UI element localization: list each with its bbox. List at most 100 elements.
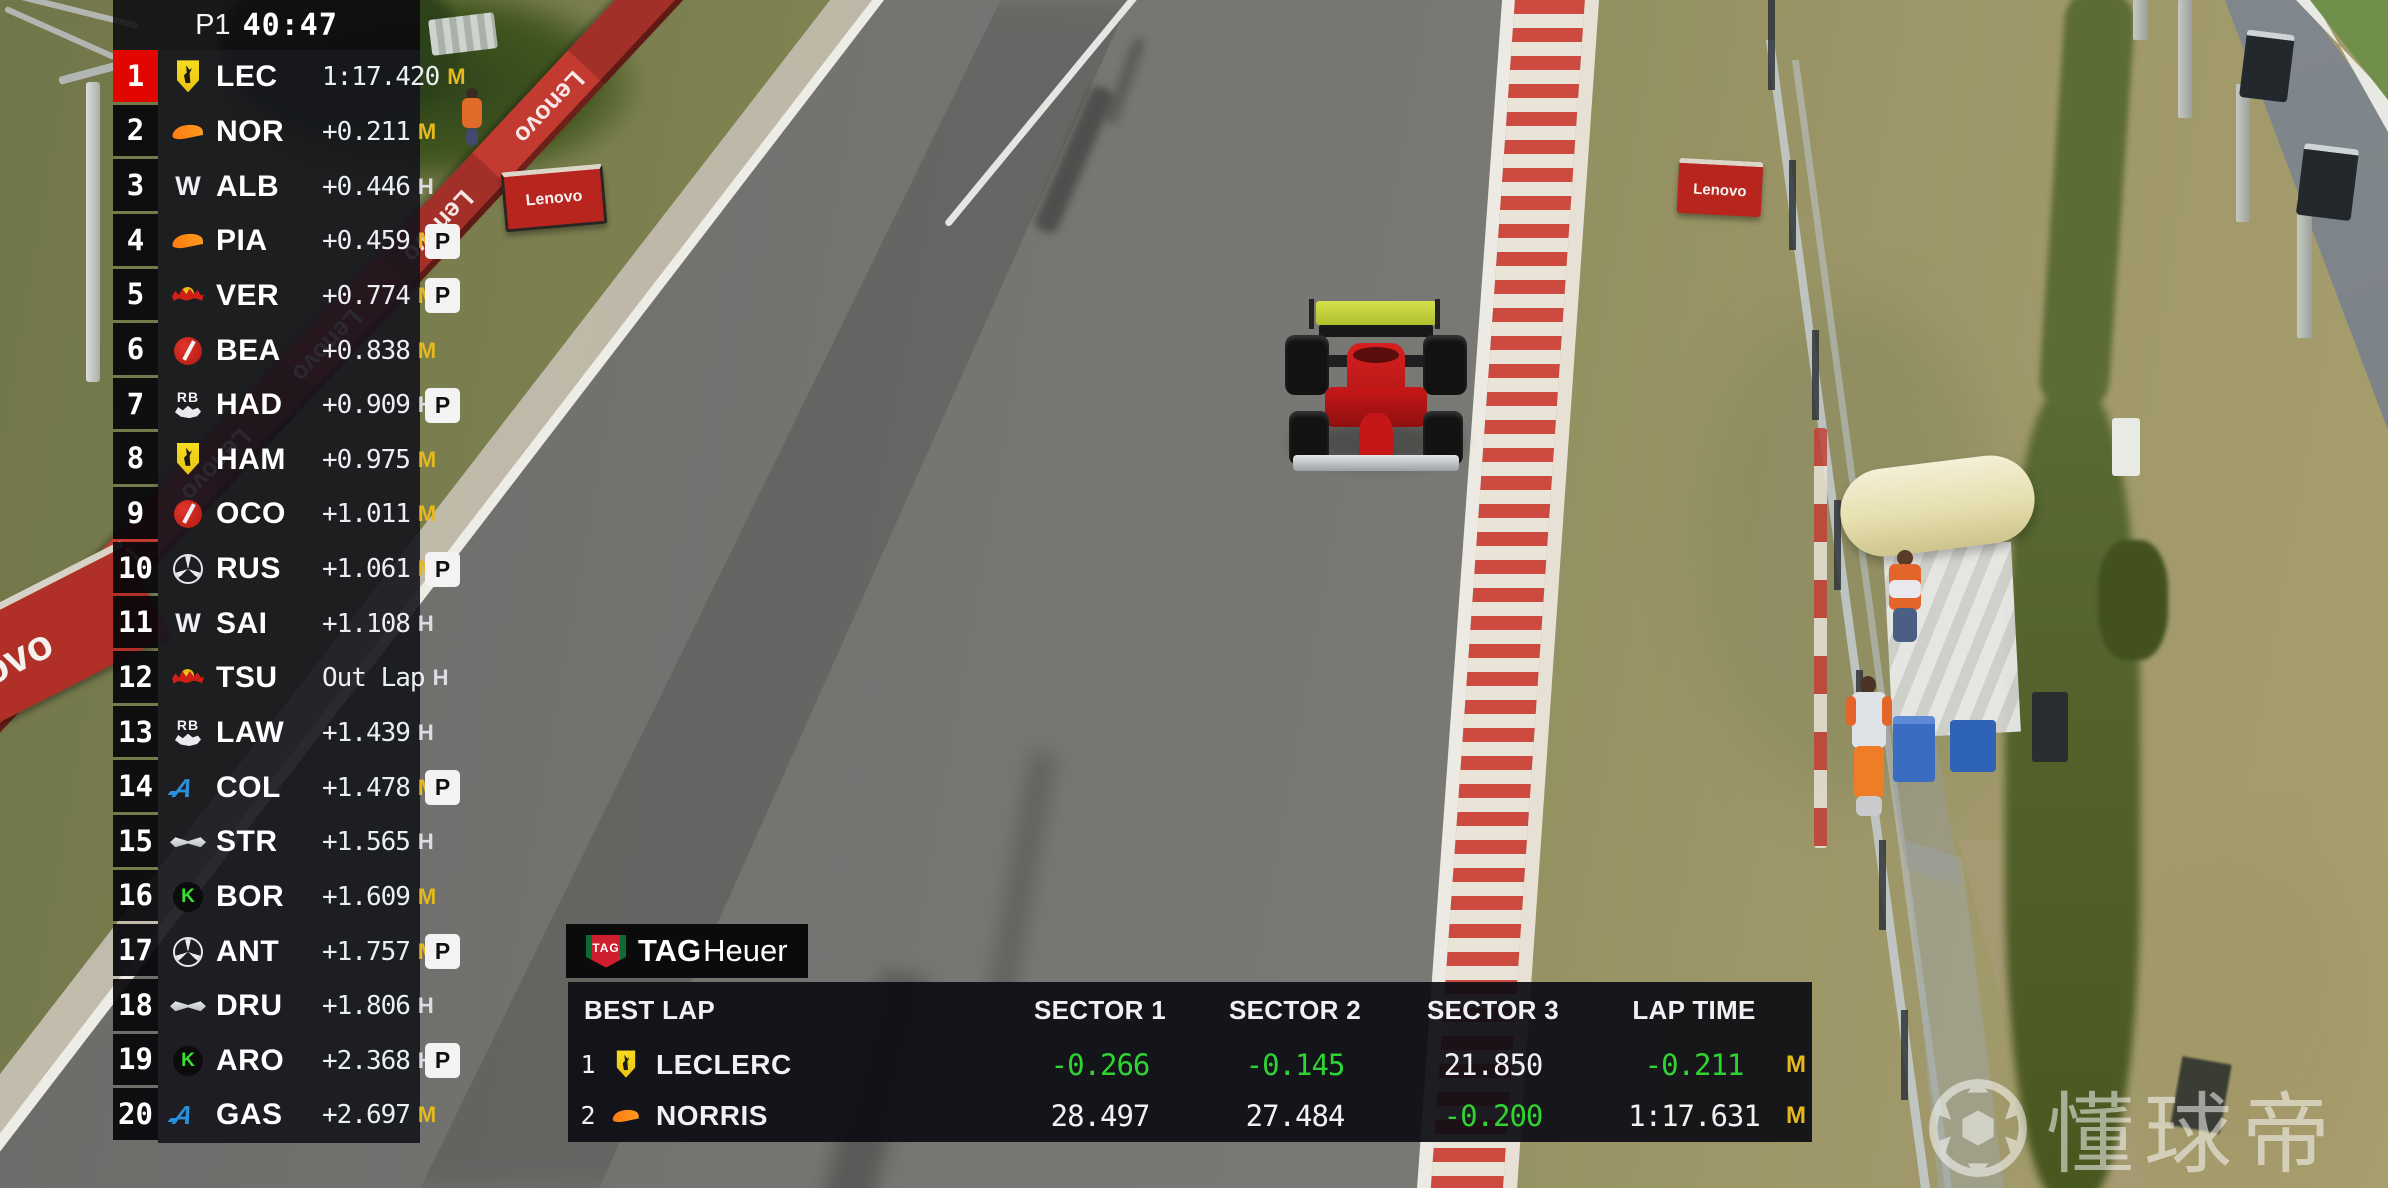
team-logo-astonmartin (170, 824, 206, 860)
lenovo-signboard: Lenovo (1676, 157, 1764, 218)
gap-time: +1.757 (322, 936, 411, 967)
session-clock: 40:47 (242, 7, 338, 43)
timing-row: 18 DRU +1.806 H P (113, 978, 465, 1034)
marshal (462, 88, 482, 146)
sector3-value: -0.200 (1443, 1098, 1544, 1133)
marshal-legs (466, 128, 478, 146)
driver-abbr: SAI (216, 606, 268, 640)
best-lap-header: BEST LAP SECTOR 1 SECTOR 2 SECTOR 3 LAP … (568, 982, 1812, 1039)
position-number: 10 (113, 541, 158, 594)
football-icon (1929, 1077, 2027, 1178)
pit-badge: P (425, 387, 460, 423)
laptime-value: -0.211 (1644, 1047, 1745, 1082)
timing-row: 20 GAS +2.697 M P (113, 1088, 465, 1143)
gap-time: +0.838 (322, 335, 411, 366)
team-logo-racingbulls (170, 387, 206, 423)
session-header: P1 40:47 (113, 0, 420, 50)
tyre-compound: H (417, 829, 434, 855)
car-halo (1353, 347, 1399, 363)
sponsor-brand: TAGHeuer (638, 933, 788, 969)
col-sector-1: SECTOR 1 (1034, 995, 1166, 1025)
sector2-value: 27.484 (1245, 1098, 1346, 1133)
gap-time: +1.011 (322, 499, 411, 530)
driver-abbr: STR (216, 825, 278, 859)
best-lap-row: 2 NORRIS 28.497 27.484 -0.200 1:17.631 M (568, 1090, 1812, 1141)
gap-time: +2.368 (322, 1045, 411, 1076)
position-number: 5 (113, 268, 158, 321)
driver-abbr: DRU (216, 989, 283, 1023)
car-front-wing (1293, 455, 1459, 471)
position-number: 18 (113, 978, 158, 1031)
striped-pole (1814, 428, 1827, 848)
marshal-head (1897, 550, 1913, 566)
car-rear-wing (1316, 301, 1436, 325)
timing-row-body: SAI +1.108 H (158, 596, 434, 652)
position-number: 12 (113, 651, 158, 703)
tyre-compound: M (417, 446, 437, 472)
gap-time: +0.211 (322, 116, 411, 147)
best-lap-rows: 1 LECLERC -0.266 -0.145 21.850 -0.211 M … (568, 1039, 1812, 1141)
row-position: 2 (580, 1101, 596, 1130)
timing-row-body: BOR +1.609 M (158, 869, 436, 925)
best-lap-row: 1 LECLERC -0.266 -0.145 21.850 -0.211 M (568, 1039, 1812, 1090)
speaker-box (2239, 29, 2295, 103)
timing-tower-rows: 1 LEC 1:17.420 M P 2 NOR +0.211 M P 3 AL… (113, 50, 466, 1143)
timing-row-body: COL +1.478 M (158, 760, 436, 815)
timing-row: 6 BEA +0.838 M P (113, 323, 465, 378)
position-number: 2 (113, 104, 158, 157)
team-logo-ferrari (611, 1049, 642, 1080)
position-number: 16 (113, 869, 158, 922)
team-logo-haas (170, 496, 206, 532)
fence-pole (1834, 500, 1841, 590)
marshal-vest (1889, 580, 1921, 598)
team-logo-williams (170, 169, 206, 205)
timing-row-body: OCO +1.011 M (158, 487, 436, 542)
col-sector-2: SECTOR 2 (1229, 995, 1361, 1025)
timing-row-body: LAW +1.439 H (158, 705, 434, 761)
sector2-value: -0.145 (1245, 1047, 1346, 1082)
pit-badge: P (425, 934, 460, 970)
col-sector-3: SECTOR 3 (1427, 995, 1559, 1025)
driver-abbr: HAD (216, 388, 283, 422)
brand-bold: TAG (638, 933, 702, 968)
team-logo-alpine (167, 1097, 206, 1133)
car-wing-endplate (1435, 299, 1440, 329)
timing-row-body: ALB +0.446 H (158, 159, 434, 214)
concrete-post (2133, 0, 2148, 40)
gap-time: +0.459 (322, 226, 411, 257)
timing-row: 4 PIA +0.459 M P (113, 213, 465, 269)
team-logo-alpine (167, 770, 206, 806)
dark-bin (2032, 692, 2068, 762)
position-number: 13 (113, 705, 158, 758)
driver-abbr: BOR (216, 879, 285, 913)
sector1-value: 28.497 (1050, 1098, 1151, 1133)
gap-time: +1.478 (322, 772, 411, 803)
tyre-compound: M (417, 337, 437, 363)
timing-row: 8 HAM +0.975 M P (113, 432, 465, 488)
sector1-value: -0.266 (1050, 1047, 1151, 1082)
marshal-sleeve (1882, 696, 1892, 726)
timing-row-body: RUS +1.061 M (158, 541, 436, 597)
team-logo-astonmartin (170, 988, 206, 1024)
timing-row: 10 RUS +1.061 M P (113, 541, 465, 597)
team-logo-kick (170, 879, 206, 915)
position-number: 6 (113, 323, 158, 375)
tyre-compound: M (447, 64, 466, 90)
driver-abbr: HAM (216, 442, 286, 476)
gap-time: +1.439 (322, 718, 411, 748)
timing-row-body: PIA +0.459 M (158, 213, 436, 269)
position-number: 3 (113, 159, 158, 211)
driver-abbr: VER (216, 278, 280, 312)
driver-abbr: LAW (216, 716, 285, 749)
marshal-body (462, 98, 482, 128)
team-logo-racingbulls (170, 715, 206, 751)
timing-tower: P1 40:47 1 LEC 1:17.420 M P 2 NOR +0.211… (113, 0, 466, 1143)
pit-badge: P (425, 278, 460, 314)
fence-pole (1789, 160, 1796, 250)
timing-row: 5 VER +0.774 M P (113, 268, 465, 324)
driver-name: LECLERC (656, 1048, 792, 1080)
pit-badge: P (425, 1043, 460, 1079)
driver-abbr: LEC (216, 60, 278, 94)
timing-row: 15 STR +1.565 H P (113, 814, 465, 870)
